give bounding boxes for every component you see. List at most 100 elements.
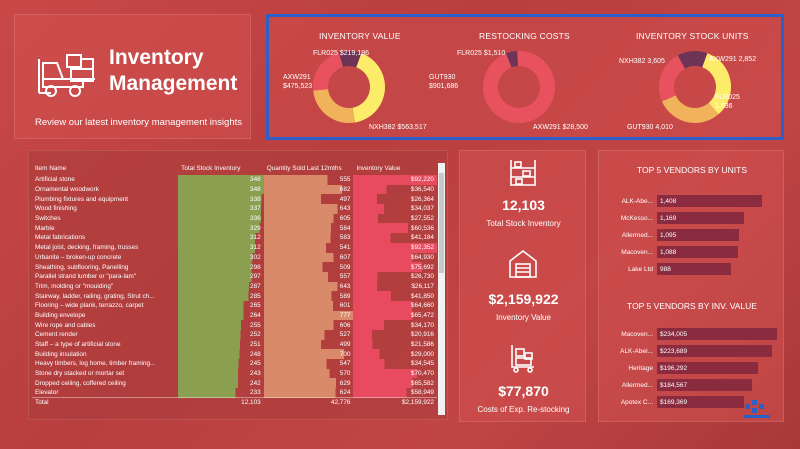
- vendor-row[interactable]: Apotex C... $169,369: [599, 396, 785, 408]
- donut-segment-axw291[interactable]: [483, 50, 556, 123]
- title-line-2: Management: [109, 72, 238, 95]
- vendor-bar[interactable]: [657, 362, 758, 374]
- table-scrollbar-thumb[interactable]: [439, 173, 444, 273]
- vendor-row[interactable]: ALK-Abe... 1,408: [599, 195, 785, 207]
- vendor-value: $196,292: [660, 365, 688, 372]
- donut-chart-restocking-costs[interactable]: [479, 47, 559, 127]
- donut-label: AXW291 $475,523: [283, 74, 313, 90]
- cell-item-name: Cement render: [35, 331, 78, 339]
- donut-label: FLR025 $1,510: [457, 50, 506, 57]
- vendor-value: $234,005: [660, 331, 688, 338]
- table-total-row: Total 12,103 42,776 $2,159,922: [32, 397, 437, 408]
- cell-item-name: Stairway, ladder, railing, grating, Stru…: [35, 292, 155, 300]
- table-row[interactable]: Staff – a type of artificial stone 251 499…: [32, 339, 437, 350]
- donut-segment-flr025[interactable]: [506, 51, 518, 68]
- donut-title-inventory-value: INVENTORY VALUE: [319, 31, 401, 41]
- table-row[interactable]: Ornamental woodwork 348 682 $36,540: [32, 184, 437, 195]
- donut-title-stock-units: INVENTORY STOCK UNITS: [636, 31, 749, 41]
- cell-quantity-sold: 624: [263, 388, 354, 398]
- table-row[interactable]: Building insulation 248 700 $29,000: [32, 349, 437, 360]
- cell-total-stock: 245: [178, 359, 264, 369]
- table-row[interactable]: Heavy timbers, log home, timber framing.…: [32, 359, 437, 369]
- vendor-name: Macoven...: [621, 331, 653, 338]
- column-header-total-stock[interactable]: Total Stock Inventory: [181, 164, 241, 172]
- donut-segment-gut930[interactable]: [702, 53, 732, 115]
- vendor-bar[interactable]: [657, 246, 738, 258]
- vendor-bar[interactable]: [657, 212, 744, 224]
- table-row[interactable]: Dropped ceiling, coffered ceiling 242 629 $…: [32, 378, 437, 389]
- cell-total-stock: 233: [178, 388, 264, 398]
- vendor-value: $223,689: [660, 348, 688, 355]
- header-panel: Inventory Management Review our latest i…: [14, 14, 251, 139]
- table-row[interactable]: Sheathing, subflooring, Panelling 298 509 $…: [32, 262, 437, 272]
- vendor-bar[interactable]: [657, 328, 777, 340]
- vendor-row[interactable]: McKesso... 1,169: [599, 212, 785, 224]
- donut-segment-nxh382[interactable]: [313, 89, 356, 124]
- vendor-row[interactable]: Macoven... $234,005: [599, 328, 785, 340]
- cell-quantity-sold: 629: [263, 378, 354, 389]
- cell-inventory-value: $65,582: [353, 378, 437, 389]
- vendor-row[interactable]: Lake Ltd 988: [599, 263, 785, 275]
- table-scrollbar[interactable]: [438, 163, 445, 415]
- cell-total-stock: 297: [178, 271, 264, 282]
- donut-segment-axw291[interactable]: [312, 52, 344, 91]
- column-header-inventory-value[interactable]: Inventory Value: [356, 164, 401, 172]
- table-row[interactable]: Marble 329 584 $60,536: [32, 223, 437, 234]
- cell-inventory-value: $64,660: [353, 300, 437, 311]
- cell-inventory-value: $34,037: [353, 204, 437, 214]
- vendor-bar[interactable]: [657, 345, 772, 357]
- table-row[interactable]: Wire rope and cables 255 606 $34,170: [32, 320, 437, 330]
- table-row[interactable]: Stone dry stacked or mortar set 243 570 $70…: [32, 368, 437, 379]
- cell-inventory-value: $34,170: [353, 320, 437, 330]
- table-row[interactable]: Switches 336 605 $27,552: [32, 213, 437, 224]
- table-row[interactable]: Stairway, ladder, railing, grating, Stru…: [32, 291, 437, 301]
- table-row[interactable]: Plumbing fixtures and equipment 338 497 $26…: [32, 194, 437, 205]
- donut-segment-gut930[interactable]: [352, 53, 386, 123]
- table-row[interactable]: Elevator 233 624 $58,949: [32, 388, 437, 398]
- vendor-row[interactable]: Allermed... 1,095: [599, 229, 785, 241]
- shelving-icon: [510, 160, 536, 186]
- cell-inventory-value: $21,586: [353, 339, 437, 350]
- vendor-row[interactable]: ALK-Abel... $223,689: [599, 345, 785, 357]
- vendor-row[interactable]: Heritage $196,292: [599, 362, 785, 374]
- vendor-bar[interactable]: [657, 379, 752, 391]
- cell-inventory-value: $27,552: [353, 213, 437, 224]
- cell-quantity-sold: 509: [263, 262, 354, 272]
- table-row[interactable]: Metal fabrications 312 583 $41,184: [32, 233, 437, 243]
- column-header-item-name[interactable]: Item Name: [35, 164, 67, 172]
- donut-segment-flr025[interactable]: [338, 51, 362, 68]
- column-header-quantity-sold[interactable]: Quantity Sold Last 12mths: [266, 164, 342, 172]
- trolley-icon: [511, 345, 534, 373]
- donut-segment-nxh382[interactable]: [661, 95, 719, 124]
- total-cell: 42,776: [263, 397, 354, 408]
- vendor-bar[interactable]: [657, 195, 762, 207]
- cell-inventory-value: $65,472: [353, 310, 437, 321]
- cell-quantity-sold: 605: [263, 213, 354, 224]
- vendor-row[interactable]: Macoven... 1,088: [599, 246, 785, 258]
- kpi-value-total-stock: 12,103: [502, 197, 545, 213]
- vendor-row[interactable]: Allermed... $184,567: [599, 379, 785, 391]
- cell-item-name: Ornamental woodwork: [35, 186, 99, 194]
- donut-title-restocking-costs: RESTOCKING COSTS: [479, 31, 570, 41]
- donut-segment-flr025[interactable]: [677, 51, 708, 69]
- table-row[interactable]: Building envelope 264 777 $65,472: [32, 310, 437, 321]
- table-row[interactable]: Parallel strand lumber or "para-lam" 297 5…: [32, 271, 437, 282]
- vendor-bar[interactable]: [657, 396, 744, 408]
- table-row[interactable]: Metal joist, decking, framing, trusses 31…: [32, 242, 437, 253]
- cell-total-stock: 338: [178, 194, 264, 205]
- donut-segment-axw291[interactable]: [659, 55, 685, 102]
- table-row[interactable]: Artificial stone 348 555 $92,220: [32, 175, 437, 185]
- page-title: Inventory Management: [109, 45, 237, 97]
- table-row[interactable]: Cement render 252 527 $20,916: [32, 330, 437, 340]
- cell-quantity-sold: 527: [263, 330, 354, 340]
- vendor-bar[interactable]: [657, 263, 731, 275]
- donut-chart-inventory-value[interactable]: [309, 47, 389, 127]
- vendor-bar[interactable]: [657, 229, 739, 241]
- table-row[interactable]: Wood finishing 337 643 $34,037: [32, 204, 437, 214]
- table-row[interactable]: Urbanite – broken-up concrete 302 607 $64,9…: [32, 252, 437, 263]
- table-row[interactable]: Flooring – wide plank, terrazzo, carpet 2…: [32, 300, 437, 311]
- table-row[interactable]: Trim, molding or "moulding" 287 643 $26,117: [32, 281, 437, 292]
- cell-quantity-sold: 643: [263, 281, 354, 292]
- donut-chart-stock-units[interactable]: [655, 47, 735, 127]
- cell-total-stock: 348: [178, 175, 264, 185]
